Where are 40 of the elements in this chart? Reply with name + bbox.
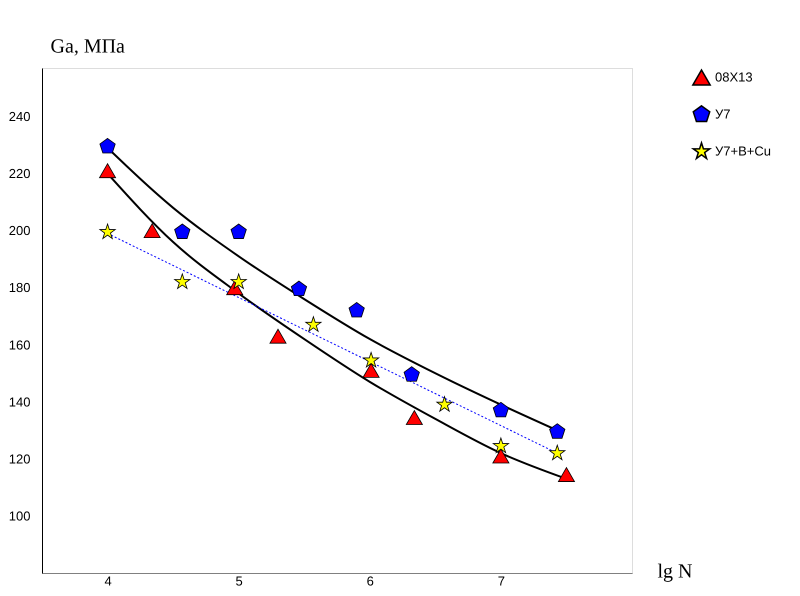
x-tick-label: 7 [498, 574, 506, 588]
point [404, 366, 420, 382]
point [174, 224, 190, 239]
x-tick-label: 6 [366, 574, 374, 588]
x-tick-label: 5 [236, 574, 243, 588]
legend-label: У7+В+Cu [715, 144, 771, 158]
point [549, 423, 566, 439]
point [348, 302, 365, 318]
x-tick-label: 4 [104, 574, 112, 588]
point [230, 224, 247, 239]
point [174, 274, 190, 289]
point [492, 448, 510, 464]
y-tick-label: 160 [8, 337, 30, 352]
point [290, 280, 308, 296]
y-tick-label: 200 [8, 223, 30, 238]
legend-label: 08Х13 [715, 70, 753, 84]
y-tick-label: 220 [8, 166, 30, 182]
point [406, 410, 423, 425]
point [558, 467, 575, 482]
y-axis-title: Ga, МПа [50, 36, 126, 58]
point [362, 363, 380, 378]
point [363, 352, 380, 368]
point [305, 316, 322, 332]
point [144, 223, 161, 238]
x-axis-title: lg N [658, 560, 692, 582]
point [436, 396, 453, 412]
point [99, 224, 116, 239]
point [99, 163, 116, 178]
y-tick-label: 140 [8, 394, 30, 410]
y-tick-label: 240 [8, 109, 30, 124]
point [492, 438, 509, 453]
point [549, 444, 566, 460]
point [270, 328, 286, 344]
y-tick-label: 180 [8, 280, 30, 296]
y-tick-label: 100 [8, 508, 30, 524]
legend-label: У7 [715, 106, 730, 122]
y-tick-label: 120 [8, 451, 30, 466]
point [230, 274, 247, 289]
point [99, 138, 116, 154]
point [492, 402, 509, 418]
